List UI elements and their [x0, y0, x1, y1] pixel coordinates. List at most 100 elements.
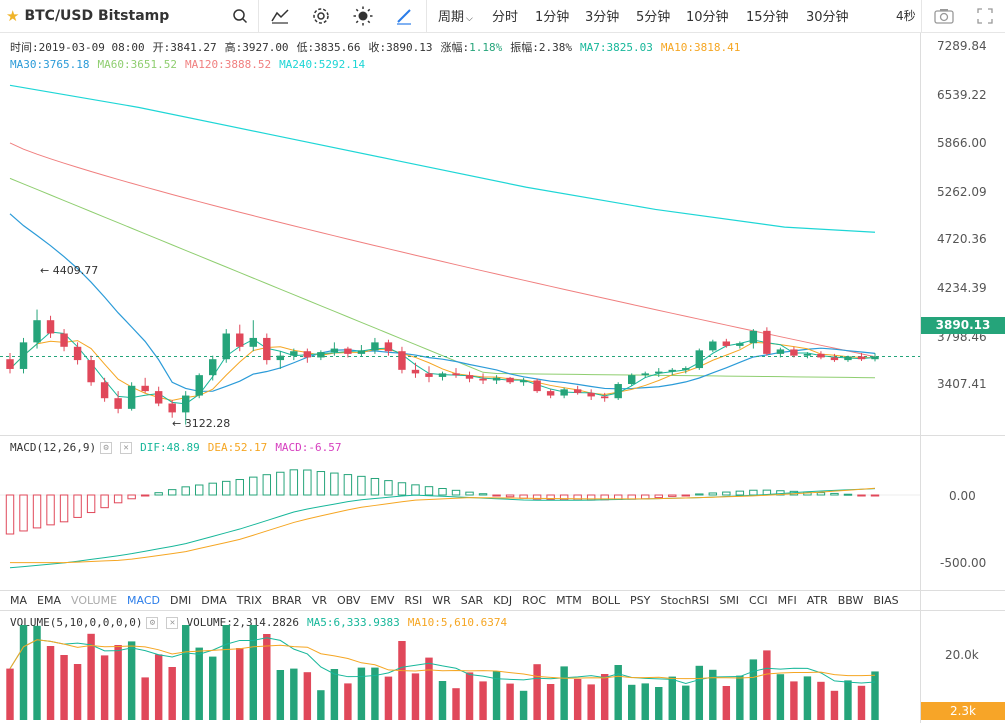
- theme-sun-icon[interactable]: [351, 4, 375, 28]
- volume-bar: [87, 633, 95, 720]
- candle-body: [19, 342, 28, 369]
- macd-histogram-bar: [384, 480, 393, 496]
- period-option[interactable]: 30分钟: [806, 10, 849, 25]
- tab-roc[interactable]: ROC: [522, 594, 547, 607]
- macd-histogram-bar: [370, 477, 380, 496]
- macd-dif: DIF:48.89: [140, 441, 200, 454]
- volume-bar: [452, 688, 460, 720]
- info-ma60: MA60:3651.52: [97, 58, 177, 71]
- info-open: 开:3841.27: [152, 41, 217, 54]
- star-icon[interactable]: ★: [6, 7, 20, 25]
- tab-ma[interactable]: MA: [10, 594, 28, 607]
- info-low: 低:3835.66: [296, 41, 361, 54]
- tab-dmi[interactable]: DMI: [170, 594, 192, 607]
- candle-body: [709, 341, 717, 351]
- close-icon[interactable]: ✕: [166, 617, 179, 629]
- macd-histogram-bar: [424, 486, 434, 496]
- macd-panel[interactable]: MACD(12,26,9) ⚙ ✕ DIF:48.89 DEA:52.17 MACD:-6…: [0, 437, 1005, 591]
- macd-histogram-bar: [262, 474, 272, 496]
- volume-bar: [154, 654, 163, 720]
- price-chart-panel[interactable]: 时间:2019-03-09 08:00 开:3841.27 高:3927.00 低:3…: [0, 33, 1005, 436]
- info-high: 高:3927.00: [224, 41, 289, 54]
- tab-wr[interactable]: WR: [432, 594, 451, 607]
- tab-rsi[interactable]: RSI: [404, 594, 423, 607]
- tab-ema[interactable]: EMA: [37, 594, 61, 607]
- symbol-selector[interactable]: ★ BTC/USD Bitstamp: [6, 5, 169, 27]
- volume-bar: [330, 669, 339, 720]
- candlestick-chart[interactable]: [0, 33, 1005, 436]
- candle-body: [46, 320, 55, 334]
- info-ma120: MA120:3888.52: [184, 58, 272, 71]
- tab-sar[interactable]: SAR: [460, 594, 484, 607]
- macd-histogram-bar: [235, 479, 244, 496]
- tab-macd[interactable]: MACD: [127, 594, 161, 607]
- macd-histogram-bar: [59, 494, 69, 523]
- info-ma30: MA30:3765.18: [10, 58, 90, 71]
- tab-dma[interactable]: DMA: [201, 594, 227, 607]
- volume-ma5: MA5:6,333.9383: [307, 616, 400, 629]
- volume-bar: [587, 684, 595, 720]
- period-option[interactable]: 1分钟: [535, 10, 570, 25]
- tab-mfi[interactable]: MFI: [777, 594, 797, 607]
- macd-histogram-bar: [249, 476, 258, 496]
- camera-icon[interactable]: [932, 4, 956, 28]
- volume-bar: [181, 625, 190, 720]
- volume-panel[interactable]: VOLUME(5,10,0,0,0,0) ⚙ ✕ VOLUME:2,314.2826 M…: [0, 612, 1005, 723]
- tab-stochrsi[interactable]: StochRSI: [660, 594, 710, 607]
- period-option[interactable]: 3分钟: [585, 10, 620, 25]
- tab-brar[interactable]: BRAR: [271, 594, 302, 607]
- tab-volume[interactable]: VOLUME: [70, 594, 118, 607]
- refresh-interval[interactable]: 4秒: [896, 9, 916, 23]
- tab-obv[interactable]: OBV: [337, 594, 361, 607]
- macd-histogram-bar: [816, 492, 826, 496]
- indicator-icon[interactable]: [268, 4, 292, 28]
- volume-bar: [100, 655, 109, 720]
- volume-bar: [317, 690, 325, 720]
- macd-histogram-bar: [32, 494, 42, 529]
- settings-icon[interactable]: [309, 4, 333, 28]
- tab-kdj[interactable]: KDJ: [493, 594, 513, 607]
- candle-body: [249, 337, 257, 347]
- period-dropdown[interactable]: 周期 ⌵: [438, 6, 473, 25]
- candle-body: [614, 384, 622, 399]
- macd-histogram-bar: [357, 475, 366, 496]
- volume-bar: [438, 681, 447, 720]
- volume-bar: [655, 687, 663, 720]
- search-icon[interactable]: [228, 4, 252, 28]
- candle-body: [371, 342, 379, 351]
- volume-chart[interactable]: [0, 612, 1005, 723]
- tab-vr[interactable]: VR: [311, 594, 327, 607]
- macd-chart[interactable]: [0, 437, 1005, 591]
- tab-mtm[interactable]: MTM: [556, 594, 582, 607]
- info-ma7: MA7:3825.03: [580, 41, 653, 54]
- info-ma10: MA10:3818.41: [660, 41, 741, 54]
- pen-draw-icon[interactable]: [392, 4, 416, 28]
- tab-boll[interactable]: BOLL: [591, 594, 621, 607]
- tab-atr[interactable]: ATR: [806, 594, 828, 607]
- tab-cci[interactable]: CCI: [749, 594, 768, 607]
- period-option[interactable]: 10分钟: [686, 10, 729, 25]
- tab-psy[interactable]: PSY: [630, 594, 651, 607]
- tab-bias[interactable]: BIAS: [873, 594, 899, 607]
- settings-small-icon[interactable]: ⚙: [146, 617, 159, 629]
- tab-bbw[interactable]: BBW: [837, 594, 864, 607]
- volume-bar: [830, 690, 839, 720]
- macd-histogram-bar: [154, 492, 163, 496]
- macd-dea-line: [10, 487, 876, 564]
- period-option[interactable]: 分时: [492, 10, 519, 25]
- volume-ma5-line: [9, 637, 876, 685]
- volume-value: VOLUME:2,314.2826: [186, 616, 300, 629]
- tab-trix[interactable]: TRIX: [236, 594, 262, 607]
- toolbar-divider: [258, 0, 259, 33]
- volume-bar: [614, 665, 622, 720]
- tab-smi[interactable]: SMI: [719, 594, 740, 607]
- ma-info: MA30:3765.18 MA60:3651.52 MA120:3888.52 MA2…: [10, 58, 373, 71]
- settings-small-icon[interactable]: ⚙: [100, 442, 113, 454]
- fullscreen-icon[interactable]: [973, 4, 997, 28]
- period-option[interactable]: 15分钟: [746, 10, 789, 25]
- candle-body: [492, 377, 501, 381]
- close-icon[interactable]: ✕: [120, 442, 133, 454]
- tab-emv[interactable]: EMV: [370, 594, 395, 607]
- volume-bar: [803, 676, 812, 720]
- period-option[interactable]: 5分钟: [636, 10, 671, 25]
